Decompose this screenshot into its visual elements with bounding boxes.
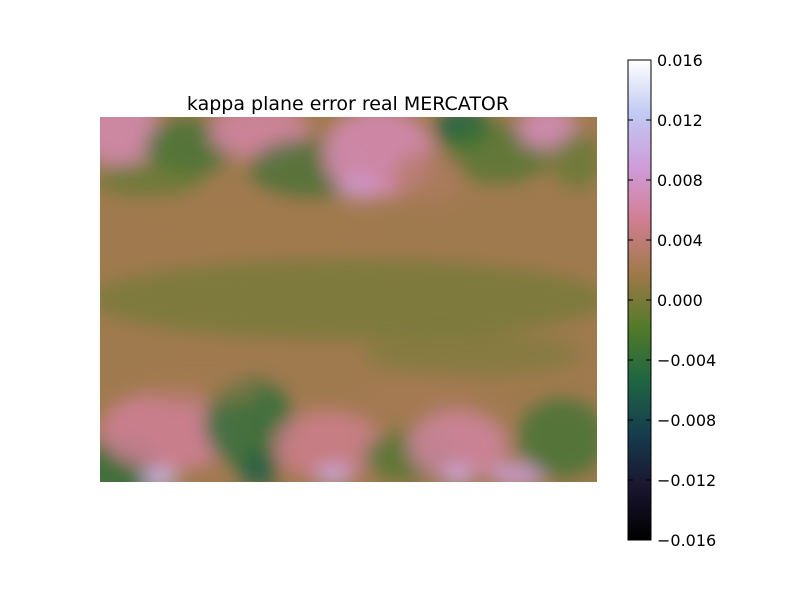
chart-title: kappa plane error real MERCATOR	[187, 93, 509, 115]
heatmap-cell	[517, 398, 597, 479]
heatmap-cell	[100, 390, 240, 471]
colorbar-tick-label: 0.016	[657, 51, 703, 70]
colorbar: 0.016 0.012 0.008 0.004 0.000 −0.004 −0.008 −0.…	[627, 51, 716, 550]
colorbar-fill	[628, 60, 651, 540]
colorbar-tick-label: −0.004	[657, 351, 716, 370]
colorbar-tick-label: 0.012	[657, 111, 703, 130]
heatmap-cell	[273, 410, 384, 481]
heatmap-cell	[141, 468, 178, 482]
heatmap-cell	[338, 172, 379, 201]
heatmap-cell	[139, 375, 260, 406]
heatmap-cell	[442, 464, 473, 482]
heatmap-cell	[363, 383, 484, 414]
heatmap-cell	[129, 201, 370, 252]
colorbar-tick-label: −0.016	[657, 531, 716, 550]
colorbar-tick-label: 0.008	[657, 171, 703, 190]
heatmap-cell	[315, 464, 352, 482]
heatmap-cell	[552, 132, 597, 189]
heatmap	[100, 117, 597, 482]
colorbar-tick-label: 0.000	[657, 291, 703, 310]
heatmap-cell	[100, 117, 160, 167]
colorbar-tick-label: 0.004	[657, 231, 703, 250]
heatmap-cell	[362, 332, 583, 377]
colorbar-ticks: 0.016 0.012 0.008 0.004 0.000 −0.004 −0.008 −0.…	[628, 51, 716, 550]
heatmap-cell	[393, 150, 464, 201]
heatmap-cell	[100, 259, 597, 340]
colorbar-tick-label: −0.008	[657, 411, 716, 430]
heatmap-cell	[489, 462, 546, 482]
heatmap-cell	[239, 453, 280, 482]
heatmap-cells	[100, 117, 597, 482]
heatmap-cell	[407, 410, 508, 481]
colorbar-tick-label: −0.012	[657, 471, 716, 490]
heatmap-cell	[100, 161, 205, 198]
